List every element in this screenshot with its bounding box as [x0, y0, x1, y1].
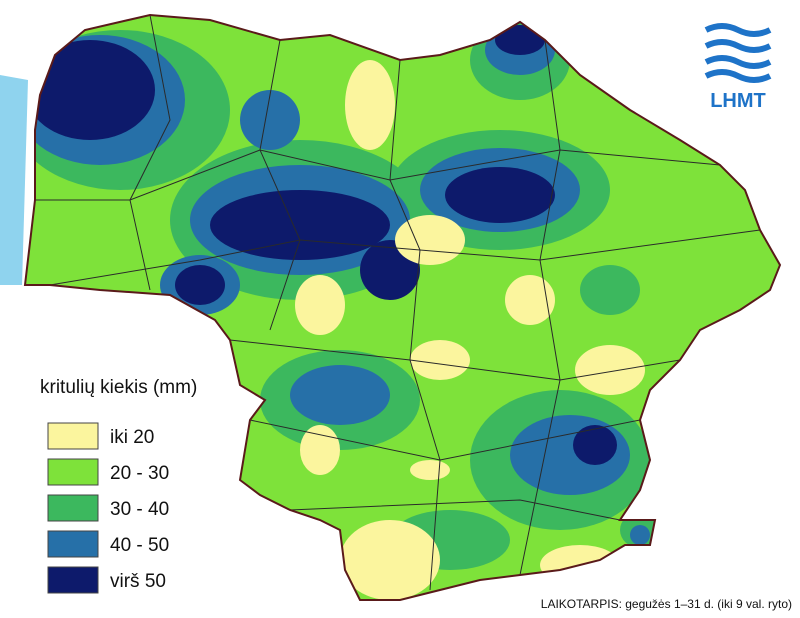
logo-text: LHMT	[710, 90, 766, 112]
sea	[0, 75, 28, 285]
legend-label: 30 - 40	[110, 499, 169, 520]
legend-label: iki 20	[110, 427, 154, 448]
legend-swatch	[47, 566, 99, 594]
legend-swatch	[47, 422, 99, 450]
legend-swatch	[47, 494, 99, 522]
period-note: LAIKOTARPIS: gegužės 1–31 d. (iki 9 val.…	[541, 597, 792, 611]
legend-swatch	[47, 458, 99, 486]
legend-label: 20 - 30	[110, 463, 169, 484]
legend-swatch	[47, 530, 99, 558]
legend-title: kritulių kiekis (mm)	[40, 377, 197, 398]
district-borders	[35, 15, 761, 591]
legend: iki 20 20 - 30 30 - 40 40 - 50 virš 50	[47, 422, 169, 594]
legend-label: 40 - 50	[110, 535, 169, 556]
legend-label: virš 50	[110, 571, 166, 592]
logo: LHMT	[704, 23, 772, 112]
